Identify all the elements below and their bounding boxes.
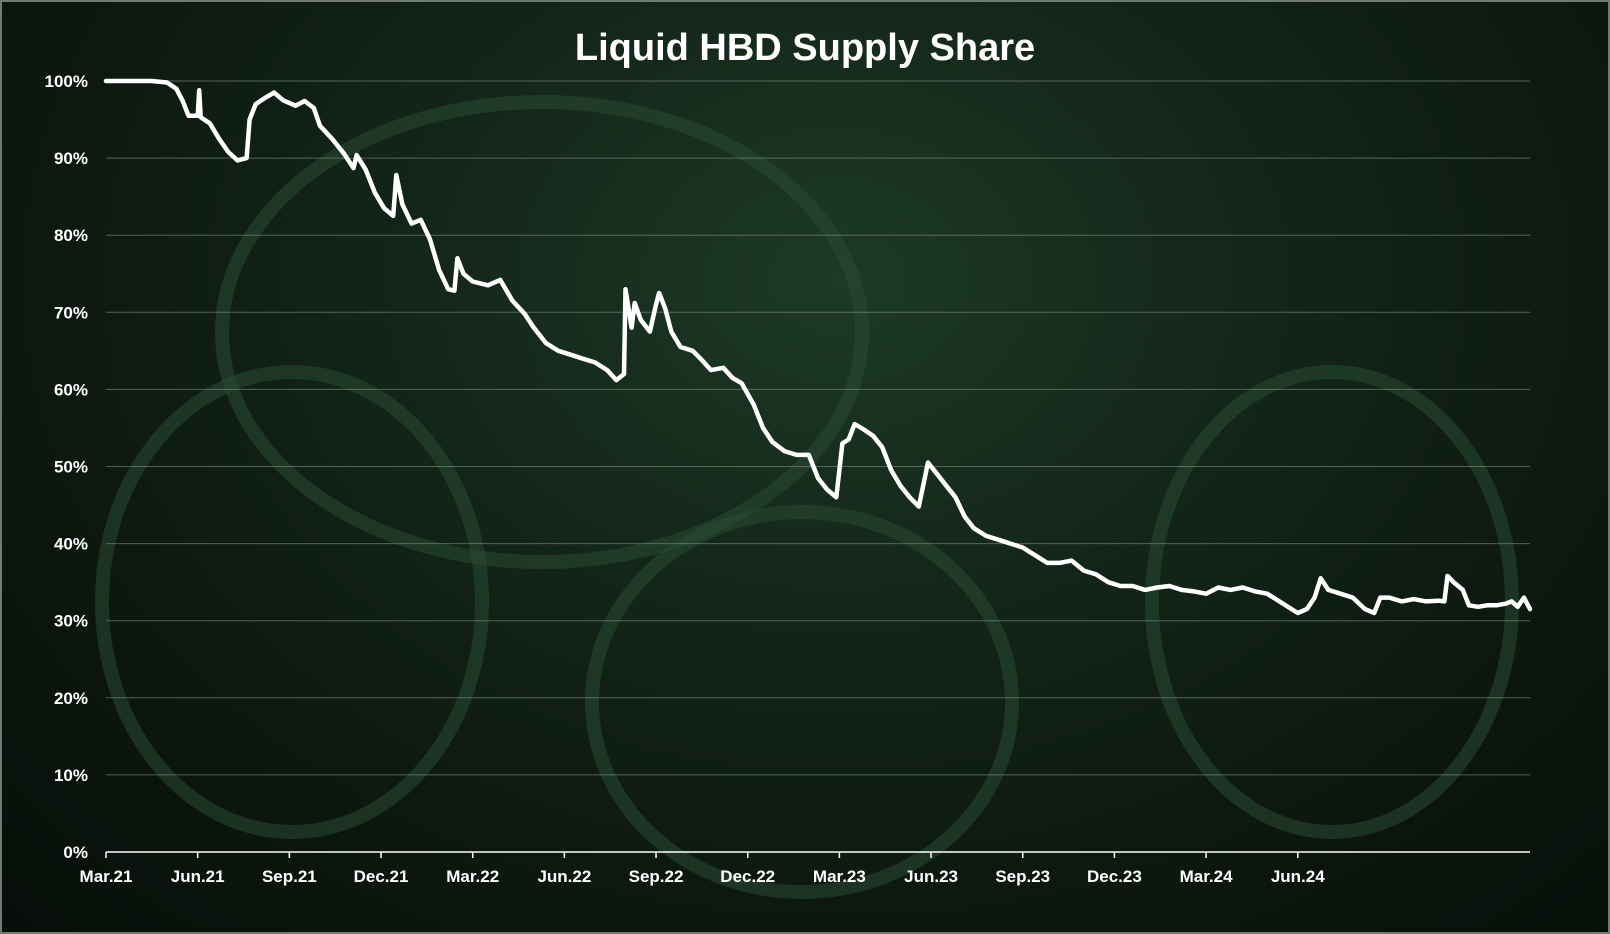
- y-tick-label: 40%: [54, 535, 88, 554]
- x-tick-label: Jun.22: [537, 867, 591, 886]
- y-tick-label: 20%: [54, 689, 88, 708]
- x-tick-label: Jun.24: [1271, 867, 1325, 886]
- x-tick-label: Dec.22: [720, 867, 775, 886]
- chart-title: Liquid HBD Supply Share: [575, 27, 1035, 69]
- x-tick-label: Jun.23: [904, 867, 958, 886]
- x-tick-label: Dec.23: [1087, 867, 1142, 886]
- gridlines: [106, 80, 1530, 776]
- y-tick-label: 60%: [54, 380, 88, 399]
- background-decoration: [95, 95, 1519, 899]
- y-tick-label: 90%: [54, 149, 88, 168]
- x-tick-label: Mar.24: [1180, 867, 1233, 886]
- x-tick-label: Sep.23: [995, 867, 1050, 886]
- decor-shape: [95, 365, 489, 839]
- y-tick-label: 10%: [54, 766, 88, 785]
- y-axis-ticks: 0% 10% 20% 30% 40% 50% 60% 70% 80% 90% 100%: [45, 72, 88, 862]
- x-tick-label: Sep.22: [629, 867, 684, 886]
- decor-shape: [1145, 365, 1519, 839]
- decor-shape: [585, 505, 1019, 899]
- y-tick-label: 50%: [54, 458, 88, 477]
- y-tick-label: 30%: [54, 612, 88, 631]
- x-axis-ticks: Mar.21 Jun.21 Sep.21 Dec.21 Mar.22 Jun.22 Sep.…: [80, 852, 1325, 886]
- y-tick-label: 0%: [63, 843, 88, 862]
- y-tick-label: 80%: [54, 226, 88, 245]
- x-tick-label: Dec.21: [354, 867, 409, 886]
- x-tick-label: Mar.23: [813, 867, 866, 886]
- y-tick-label: 100%: [45, 72, 88, 91]
- x-tick-label: Sep.21: [262, 867, 317, 886]
- x-tick-label: Mar.21: [80, 867, 133, 886]
- y-tick-label: 70%: [54, 303, 88, 322]
- decor-shape: [215, 95, 869, 569]
- x-tick-label: Mar.22: [446, 867, 499, 886]
- series-line: [103, 78, 1533, 616]
- x-tick-label: Jun.21: [171, 867, 225, 886]
